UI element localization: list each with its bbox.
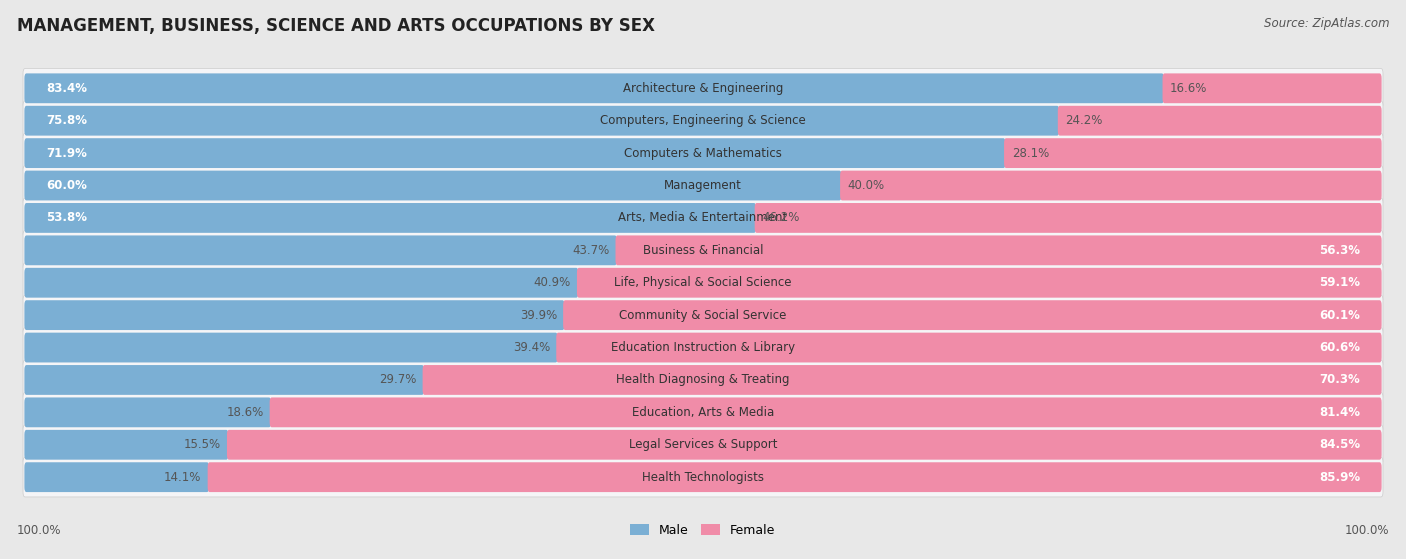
Text: Computers & Mathematics: Computers & Mathematics	[624, 146, 782, 160]
FancyBboxPatch shape	[22, 263, 1384, 302]
Text: Community & Social Service: Community & Social Service	[619, 309, 787, 321]
Text: 15.5%: 15.5%	[184, 438, 221, 451]
Text: Computers, Engineering & Science: Computers, Engineering & Science	[600, 114, 806, 127]
Text: 16.6%: 16.6%	[1170, 82, 1208, 95]
FancyBboxPatch shape	[557, 333, 1382, 362]
FancyBboxPatch shape	[24, 203, 756, 233]
Text: 40.9%: 40.9%	[533, 276, 571, 289]
Text: 24.2%: 24.2%	[1066, 114, 1102, 127]
FancyBboxPatch shape	[24, 268, 578, 297]
FancyBboxPatch shape	[1163, 73, 1382, 103]
Text: 56.3%: 56.3%	[1319, 244, 1360, 257]
Text: Arts, Media & Entertainment: Arts, Media & Entertainment	[619, 211, 787, 224]
FancyBboxPatch shape	[24, 333, 558, 362]
FancyBboxPatch shape	[22, 392, 1384, 432]
Text: 100.0%: 100.0%	[17, 524, 62, 537]
Text: 14.1%: 14.1%	[165, 471, 201, 484]
FancyBboxPatch shape	[22, 134, 1384, 173]
FancyBboxPatch shape	[24, 300, 565, 330]
FancyBboxPatch shape	[24, 462, 209, 492]
Text: 100.0%: 100.0%	[1344, 524, 1389, 537]
Text: Architecture & Engineering: Architecture & Engineering	[623, 82, 783, 95]
Text: 70.3%: 70.3%	[1319, 373, 1360, 386]
Text: 40.0%: 40.0%	[848, 179, 884, 192]
FancyBboxPatch shape	[22, 425, 1384, 465]
FancyBboxPatch shape	[22, 360, 1384, 400]
Legend: Male, Female: Male, Female	[626, 519, 780, 542]
FancyBboxPatch shape	[22, 69, 1384, 108]
FancyBboxPatch shape	[24, 138, 1005, 168]
FancyBboxPatch shape	[226, 430, 1382, 459]
Text: Life, Physical & Social Science: Life, Physical & Social Science	[614, 276, 792, 289]
FancyBboxPatch shape	[22, 230, 1384, 270]
FancyBboxPatch shape	[24, 397, 271, 427]
FancyBboxPatch shape	[24, 170, 841, 201]
Text: 83.4%: 83.4%	[46, 82, 87, 95]
Text: Education, Arts & Media: Education, Arts & Media	[631, 406, 775, 419]
Text: 71.9%: 71.9%	[46, 146, 87, 160]
Text: MANAGEMENT, BUSINESS, SCIENCE AND ARTS OCCUPATIONS BY SEX: MANAGEMENT, BUSINESS, SCIENCE AND ARTS O…	[17, 17, 655, 35]
FancyBboxPatch shape	[841, 170, 1382, 201]
FancyBboxPatch shape	[208, 462, 1382, 492]
Text: 39.4%: 39.4%	[513, 341, 550, 354]
Text: Business & Financial: Business & Financial	[643, 244, 763, 257]
Text: Health Technologists: Health Technologists	[643, 471, 763, 484]
FancyBboxPatch shape	[22, 166, 1384, 205]
Text: 53.8%: 53.8%	[46, 211, 87, 224]
Text: 46.2%: 46.2%	[762, 211, 800, 224]
FancyBboxPatch shape	[1004, 138, 1382, 168]
Text: Legal Services & Support: Legal Services & Support	[628, 438, 778, 451]
FancyBboxPatch shape	[22, 295, 1384, 335]
Text: 28.1%: 28.1%	[1012, 146, 1049, 160]
FancyBboxPatch shape	[24, 73, 1164, 103]
FancyBboxPatch shape	[755, 203, 1382, 233]
Text: Source: ZipAtlas.com: Source: ZipAtlas.com	[1264, 17, 1389, 30]
Text: Education Instruction & Library: Education Instruction & Library	[612, 341, 794, 354]
FancyBboxPatch shape	[24, 106, 1059, 136]
FancyBboxPatch shape	[22, 198, 1384, 238]
FancyBboxPatch shape	[22, 101, 1384, 140]
FancyBboxPatch shape	[24, 235, 617, 265]
FancyBboxPatch shape	[22, 457, 1384, 497]
FancyBboxPatch shape	[423, 365, 1382, 395]
Text: 29.7%: 29.7%	[380, 373, 416, 386]
Text: 60.1%: 60.1%	[1319, 309, 1360, 321]
FancyBboxPatch shape	[576, 268, 1382, 297]
Text: Health Diagnosing & Treating: Health Diagnosing & Treating	[616, 373, 790, 386]
Text: 18.6%: 18.6%	[226, 406, 263, 419]
Text: 59.1%: 59.1%	[1319, 276, 1360, 289]
Text: 60.0%: 60.0%	[46, 179, 87, 192]
FancyBboxPatch shape	[616, 235, 1382, 265]
FancyBboxPatch shape	[1057, 106, 1382, 136]
FancyBboxPatch shape	[24, 365, 425, 395]
FancyBboxPatch shape	[564, 300, 1382, 330]
Text: 81.4%: 81.4%	[1319, 406, 1360, 419]
Text: Management: Management	[664, 179, 742, 192]
Text: 84.5%: 84.5%	[1319, 438, 1360, 451]
FancyBboxPatch shape	[22, 328, 1384, 367]
FancyBboxPatch shape	[24, 430, 228, 459]
Text: 60.6%: 60.6%	[1319, 341, 1360, 354]
Text: 75.8%: 75.8%	[46, 114, 87, 127]
Text: 43.7%: 43.7%	[572, 244, 609, 257]
Text: 85.9%: 85.9%	[1319, 471, 1360, 484]
Text: 39.9%: 39.9%	[520, 309, 557, 321]
FancyBboxPatch shape	[270, 397, 1382, 427]
